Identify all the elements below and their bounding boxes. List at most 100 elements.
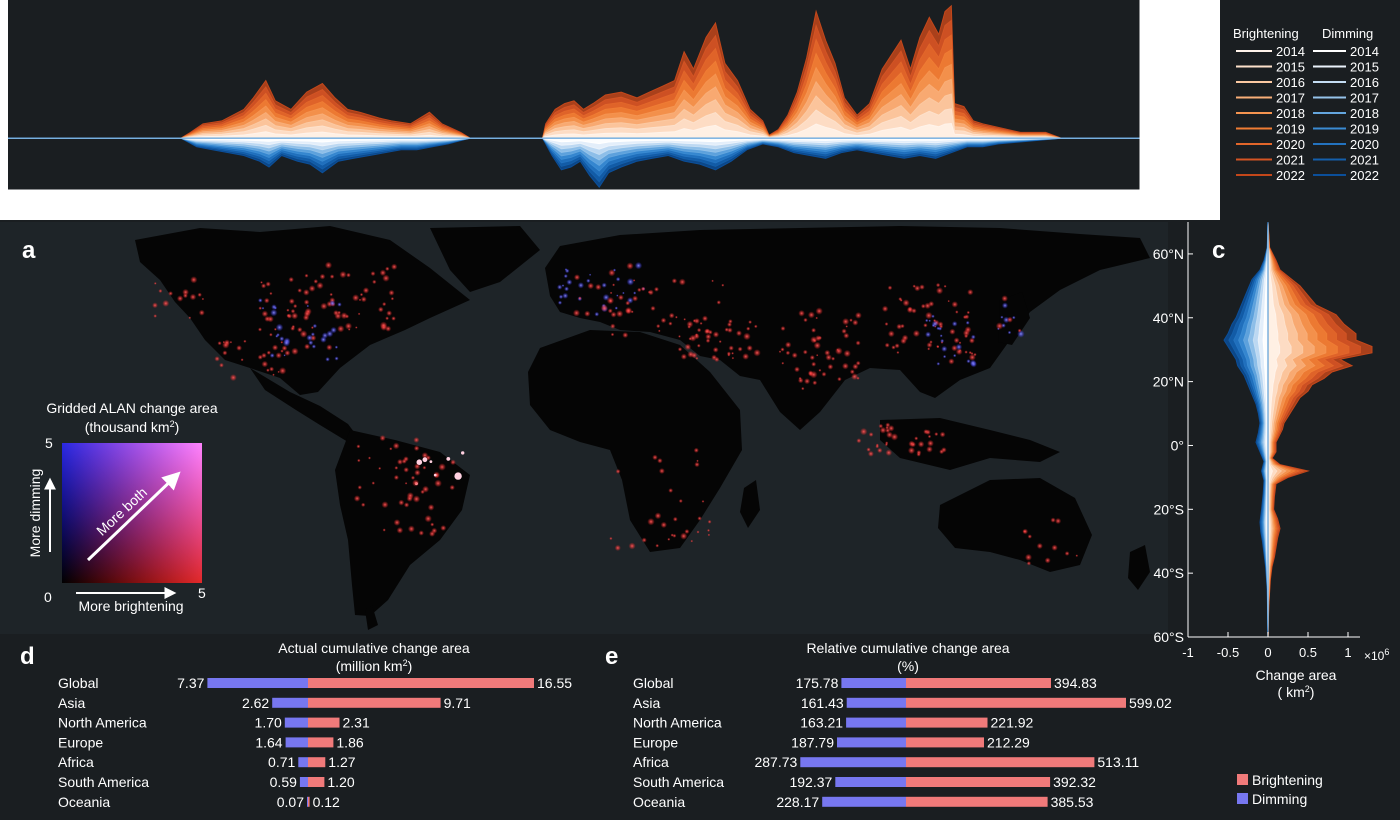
light-change-dot [616, 294, 619, 297]
light-change-dot [940, 338, 945, 343]
light-change-dot [197, 292, 202, 297]
light-change-dot [868, 432, 874, 437]
light-change-dot [422, 465, 427, 470]
light-change-dot [885, 449, 893, 457]
legend-brightening-year: 2014 [1276, 44, 1305, 59]
legend-a-x-max: 5 [198, 585, 206, 601]
light-change-dot [917, 440, 925, 448]
light-change-dot [324, 261, 333, 269]
light-change-dot [362, 287, 370, 294]
light-change-dot [809, 355, 815, 361]
light-change-dot [219, 362, 224, 368]
light-change-dot [168, 291, 174, 296]
panel-d-dimming-value: 0.07 [277, 794, 304, 810]
light-change-dot [910, 441, 916, 448]
light-change-dot [594, 311, 600, 317]
light-change-dot [842, 362, 849, 370]
light-change-dot [158, 289, 163, 293]
light-change-dot [802, 349, 808, 355]
panel-c-y-tick-label: 40°N [1153, 310, 1184, 326]
light-change-dot [413, 445, 420, 452]
light-change-dot [243, 339, 247, 343]
panel-e-category-label: Africa [633, 754, 669, 770]
panel-d-dimming-value: 0.59 [270, 774, 297, 790]
light-change-dot [334, 356, 339, 361]
light-change-dot [660, 317, 667, 324]
light-change-dot [964, 326, 972, 334]
light-change-dot [727, 353, 731, 357]
light-change-dot [588, 273, 592, 276]
panel-b-x-tick-label: 100°E [869, 200, 907, 216]
light-change-dot [372, 279, 377, 285]
light-change-dot [422, 485, 430, 493]
light-change-dot [353, 495, 361, 502]
light-change-dot [1001, 295, 1008, 302]
panel-e-dimming-value: 163.21 [800, 715, 843, 731]
light-change-dot [902, 299, 910, 307]
light-change-dot [678, 335, 681, 338]
light-change-dot [198, 309, 205, 316]
panel-b-brightening-area-2015 [7, 108, 1141, 139]
light-change-dot [438, 463, 446, 471]
light-change-dot [818, 335, 822, 340]
light-change-dot [881, 305, 889, 312]
panel-e-dimming-value: 287.73 [754, 754, 797, 770]
light-change-dot [394, 466, 399, 470]
light-change-dot [879, 426, 887, 434]
light-change-dot [1012, 315, 1016, 320]
light-change-dot [606, 296, 615, 305]
panel-d-category-label: Asia [58, 695, 85, 711]
light-change-dot [610, 332, 615, 337]
panel-e-bars: Global 175.78 394.83 Asia 161.43 599.02 North … [633, 675, 1172, 810]
panel-d-dimming-value: 7.37 [177, 675, 204, 691]
light-change-dot [622, 291, 625, 295]
panel-d-dimming-value: 1.70 [255, 715, 282, 731]
light-change-dot [705, 333, 712, 340]
light-change-dot [337, 325, 345, 333]
light-change-dot [1075, 554, 1079, 557]
light-change-dot [855, 312, 862, 319]
light-change-dot [692, 319, 697, 323]
panel-d-category-label: Africa [58, 754, 94, 770]
light-change-dot [389, 447, 393, 451]
light-change-dot [403, 467, 410, 473]
light-change-dot [898, 297, 903, 301]
light-change-dot [948, 358, 955, 365]
panel-e-brightening-bar [906, 717, 988, 728]
light-change-dot [413, 437, 420, 443]
panel-e-brightening-value: 394.83 [1054, 675, 1097, 691]
light-change-dot [791, 352, 798, 359]
light-change-dot [794, 366, 800, 373]
madagascar [740, 480, 760, 528]
light-change-dot [368, 456, 371, 460]
light-change-dot [818, 368, 822, 372]
panel-e-brightening-bar [906, 777, 1051, 787]
panel-d-brightening-value: 9.71 [444, 695, 471, 711]
light-change-dot [668, 312, 675, 319]
light-change-dot [965, 320, 970, 325]
light-change-dot [625, 308, 632, 314]
light-change-dot [325, 357, 330, 362]
light-change-dot [650, 305, 656, 311]
light-change-dot [900, 337, 907, 345]
legend-header-brightening: Brightening [1233, 26, 1299, 41]
eurasia [545, 226, 1150, 430]
light-change-dot [1007, 330, 1012, 335]
light-change-dot [654, 286, 659, 292]
light-change-dot [912, 329, 921, 338]
light-change-dot [804, 378, 811, 385]
light-change-dot [849, 318, 853, 323]
light-change-dot [563, 274, 568, 279]
light-change-dot [266, 350, 271, 355]
light-change-dot [176, 295, 184, 302]
panel-c-y-tick-label: 60°N [1153, 246, 1184, 262]
panel-c-x-label: Change area [1256, 667, 1337, 683]
light-change-dot [995, 322, 1004, 330]
light-change-dot [849, 369, 855, 375]
panel-e-category-label: Oceania [633, 794, 685, 810]
panel-e-brightening-value: 513.11 [1097, 754, 1139, 770]
light-change-dot [217, 341, 222, 346]
light-change-dot [340, 312, 348, 320]
light-change-dot [836, 348, 839, 352]
